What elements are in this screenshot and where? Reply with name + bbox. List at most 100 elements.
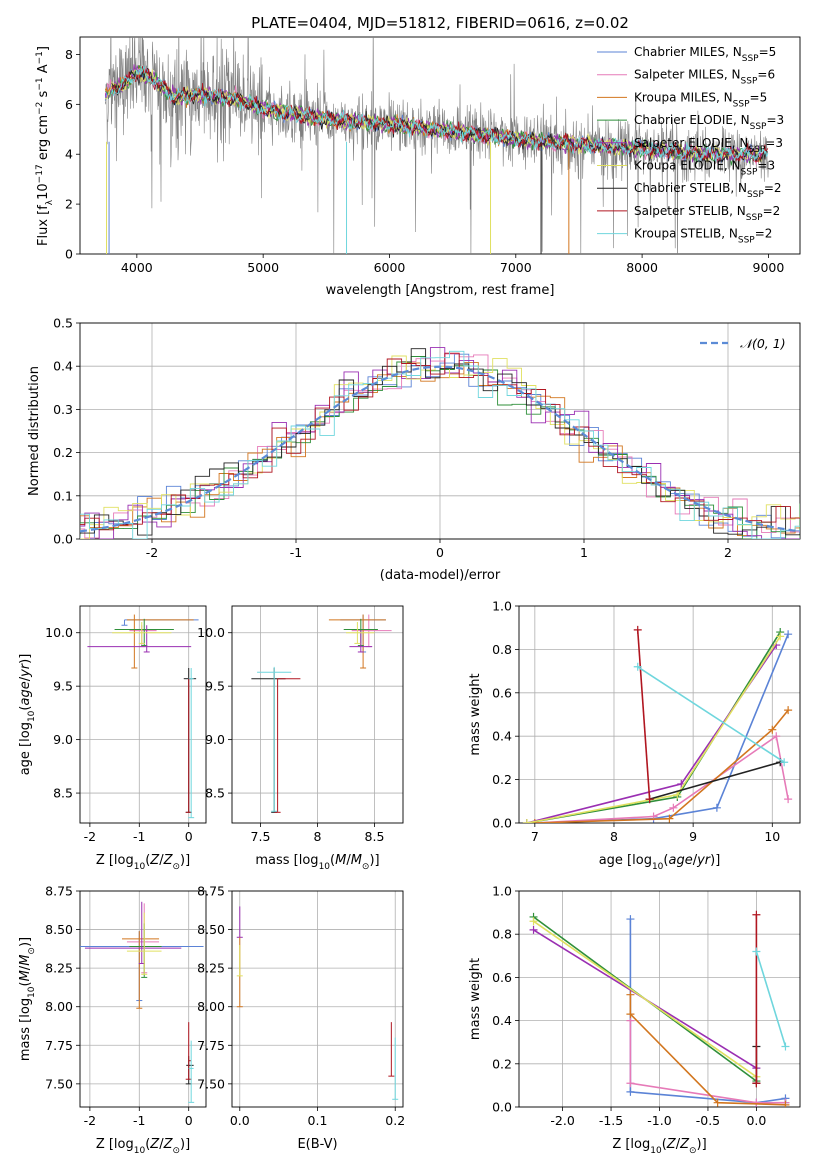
mass-vs-Z-ytick-label: 7.75 [45,1038,73,1053]
weight-vs-Z-ytick-label: 1.0 [492,884,512,899]
age-vs-Z-plot-area [87,614,199,819]
legend-label: Chabrier STELIB, NSSP=2 [634,181,782,200]
legend-label-part: Chabrier ELODIE, N [634,113,750,127]
weight-vs-age-marker [673,790,682,799]
mass-vs-Z-xtick-label: -1 [133,1113,145,1128]
legend-label-part: Kroupa MILES, N [634,90,733,104]
mass-vs-Z-xlabel-part: Z [163,1137,174,1152]
weight-vs-Z-xlabel-part: Z [666,1137,677,1152]
residuals-ytick-label: 0.0 [53,532,73,547]
mass-vs-ebv-ytick-label: 8.00 [197,999,225,1014]
residual-hist-chabrier-stelib [80,348,800,536]
spectrum-ylabel-part: −17 [35,164,45,183]
weight-vs-Z-series-salpeter-miles [629,1020,786,1104]
mass-vs-Z-xlabel-part: ( [145,1137,150,1152]
weight-vs-age-series-chabrier-miles [534,633,789,823]
spectrum-ylabel-part: Flux [f [36,205,51,246]
mass-vs-ebv-xlabel-part: E(B-V) [297,1137,337,1152]
legend-label-part: =6 [757,68,775,82]
residual-hist-salpeter-miles [80,353,800,539]
age-vs-mass-xtick-label: 8 [314,829,322,844]
age-vs-Z-xtick-label: -1 [133,829,145,844]
age-vs-Z-xlabel-part: Z [log [96,853,134,868]
legend-label-part: =3 [765,136,783,150]
weight-vs-age-ylabel: mass weight [468,673,483,755]
weight-vs-Z-plot-area [529,910,790,1107]
spectrum-ylabel-part: −2 [35,102,45,115]
weight-vs-age-series-chabrier-stelib [649,761,781,800]
age-vs-Z-ytick-label: 10.0 [45,625,73,640]
legend-label-part: SSP [748,145,765,155]
legend-label-part: =2 [764,181,782,195]
mass-vs-ebv-plot-area [236,906,399,1100]
residuals-ytick-label: 0.1 [53,488,73,503]
mass-vs-Z-ylabel-part: / [18,965,33,970]
weight-vs-Z-series-kroupa-stelib [755,951,787,1047]
spectrum-ytick-label: 0 [65,247,73,262]
spectrum-xtick-label: 6000 [374,260,406,275]
weight-vs-Z-ytick-label: 0.6 [492,970,512,985]
weight-vs-age-xtick-label: 9 [689,829,697,844]
mass-vs-Z-ytick-label: 8.25 [45,961,73,976]
residual-hist-kroupa-elodie [80,355,800,539]
age-vs-mass-xlabel-part: 10 [319,862,331,872]
age-vs-Z-xlabel-part: Z [149,853,160,868]
mass-vs-Z-frame [79,890,207,1108]
residuals-xtick-label: 0 [436,545,444,560]
residual-hist-kroupa-stelib [80,350,800,539]
legend-label-part: Salpeter STELIB, N [634,204,746,218]
age-vs-Z-xtick-label: -2 [84,829,96,844]
legend-label-part: SSP [741,168,758,178]
legend-label-part: =2 [755,227,773,241]
age-vs-mass-xlabel-part: ⊙ [362,862,370,872]
age-vs-Z-xlabel: Z [log10(Z/Z⊙)] [96,853,190,872]
weight-vs-Z-xlabel-part: Z [679,1137,690,1152]
age-vs-Z-ylabel-part: age [log [18,722,33,775]
weight-vs-age-series-kroupa-elodie [526,635,781,823]
residual-hist-kroupa-miles [80,361,800,537]
spectrum-axes: 4000 5000 6000 7000 8000 9000 0 2 4 6 8 [65,36,801,275]
weight-vs-age-axes: 7 8 9 10 0.0 0.2 0.4 0.6 0.8 1.0 [492,599,801,844]
weight-vs-Z-marker [752,1098,761,1107]
spectrum-plot-area [104,37,769,254]
mass-vs-ebv-ytick-label: 8.25 [197,961,225,976]
legend-label-part: SSP [733,99,750,109]
weight-vs-age-xlabel-part: ( [663,853,668,868]
weight-vs-age-xlabel-part: 10 [652,862,664,872]
mass-vs-Z-ylabel-part: M [18,970,33,981]
weight-vs-age-marker [780,758,789,767]
weight-vs-age-marker [784,630,793,639]
weight-vs-Z-marker [626,1010,635,1019]
spectrum-ytick-label: 4 [65,147,73,162]
weight-vs-Z-ytick-label: 0.2 [492,1056,512,1071]
mass-vs-Z-xtick-label: -2 [84,1113,96,1128]
age-vs-mass-xlabel-part: M [335,853,346,868]
weight-vs-age-marker [665,814,674,823]
weight-vs-age-ytick-label: 0.2 [492,772,512,787]
age-vs-Z-xlabel-part: )] [180,853,190,868]
residual-hist-salpeter-stelib [80,352,800,531]
spectrum-frame [79,36,801,255]
spectrum-xlabel: wavelength [Angstrom, rest frame] [326,283,555,298]
spectrum-xtick-label: 9000 [753,260,785,275]
age-vs-Z-ytick-label: 9.0 [53,732,73,747]
weight-vs-age-marker [645,795,654,804]
spectrum-xtick-label: 8000 [626,260,658,275]
age-vs-Z-ylabel-part: 10 [27,710,37,722]
weight-vs-age-marker [712,803,721,812]
weight-vs-age-xlabel-part: age [668,853,692,868]
legend-label-part: SSP [738,236,755,246]
mass-vs-Z-xlabel-part: Z [149,1137,160,1152]
legend-label-part: SSP [747,190,764,200]
weight-vs-Z-xtick-label: -2.0 [550,1113,574,1128]
spectrum-ytick-label: 6 [65,97,73,112]
weight-vs-age-marker [776,632,785,641]
residuals-ytick-label: 0.2 [53,445,73,460]
age-vs-Z-ylabel-part: age [18,681,33,705]
mass-vs-ebv-ytick-label: 8.75 [197,884,225,899]
spectrum-ylabel-part: ] [36,46,51,51]
age-vs-Z-xtick-label: 0 [185,829,193,844]
age-vs-mass-xlabel-part: )] [369,853,379,868]
